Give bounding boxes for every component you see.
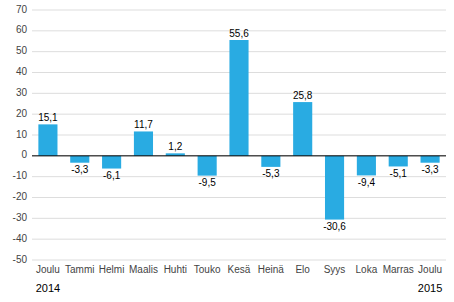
data-label: 1,2 — [168, 141, 182, 152]
data-label: 11,7 — [134, 119, 153, 130]
data-label: -30,6 — [323, 221, 346, 232]
data-label: -3,3 — [71, 164, 89, 175]
grid-line — [32, 176, 446, 177]
bar — [70, 156, 89, 163]
y-tick-label: 40 — [16, 66, 28, 77]
y-tick-label: -30 — [13, 212, 28, 223]
bar — [293, 102, 312, 156]
data-label: -5,1 — [390, 168, 408, 179]
grid-line — [32, 155, 446, 156]
y-tick-label: 20 — [16, 108, 28, 119]
annotation: 2015 — [418, 282, 442, 294]
x-tick-label: Marras — [383, 264, 414, 275]
grid-line — [32, 218, 446, 219]
data-label: 55,6 — [229, 28, 249, 39]
x-tick-label: Joulu — [36, 264, 60, 275]
chart-container: -50 -40 -30 -20 -10 0 10 20 30 40 50 60 70 15,1 -3,3 -6… — [0, 0, 454, 302]
x-tick-label: Loka — [356, 264, 378, 275]
x-tick-label: Heinä — [258, 264, 285, 275]
grid-line — [32, 197, 446, 198]
grid-line — [32, 260, 446, 261]
x-tick-label: Kesä — [228, 264, 251, 275]
x-tick-label: Huhti — [164, 264, 187, 275]
data-label: -9,4 — [358, 177, 376, 188]
grid — [32, 10, 446, 260]
data-label: -3,3 — [421, 164, 439, 175]
annotation: 2014 — [36, 282, 60, 294]
y-tick-label: 0 — [21, 149, 27, 160]
y-tick-label: 50 — [16, 45, 28, 56]
y-tick-label: 30 — [16, 87, 28, 98]
grid-line — [32, 10, 446, 11]
data-label: -9,5 — [199, 177, 217, 188]
zero-line — [32, 155, 446, 156]
y-tick-label: -10 — [13, 170, 28, 181]
bar — [325, 156, 344, 220]
bar — [357, 156, 376, 176]
bar — [261, 156, 280, 167]
grid-line — [32, 239, 446, 240]
x-tick-label: Maalis — [129, 264, 158, 275]
x-tick-label: Touko — [194, 264, 221, 275]
x-tick-label: Elo — [295, 264, 310, 275]
bar — [102, 156, 121, 169]
y-tick-label: 60 — [16, 24, 28, 35]
y-tick-label: -20 — [13, 191, 28, 202]
bar — [134, 131, 153, 155]
y-tick-label: 10 — [16, 129, 28, 140]
y-tick-label: -40 — [13, 233, 28, 244]
data-label: -5,3 — [262, 168, 280, 179]
x-tick-label: Helmi — [99, 264, 125, 275]
x-tick-label: Syys — [324, 264, 346, 275]
data-label: 15,1 — [38, 112, 58, 123]
bar — [421, 156, 440, 163]
bars — [38, 40, 439, 220]
y-tick-label: 70 — [16, 4, 28, 15]
x-tick-label: Tammi — [65, 264, 94, 275]
bar — [389, 156, 408, 167]
x-tick-label: Joulu — [418, 264, 442, 275]
data-label: 25,8 — [293, 90, 313, 101]
bar — [38, 124, 57, 155]
bar — [198, 156, 217, 176]
data-label: -6,1 — [103, 170, 121, 181]
bar — [229, 40, 248, 156]
y-tick-label: -50 — [13, 254, 28, 265]
chart: -50 -40 -30 -20 -10 0 10 20 30 40 50 60 70 15,1 -3,3 -6… — [0, 0, 454, 302]
